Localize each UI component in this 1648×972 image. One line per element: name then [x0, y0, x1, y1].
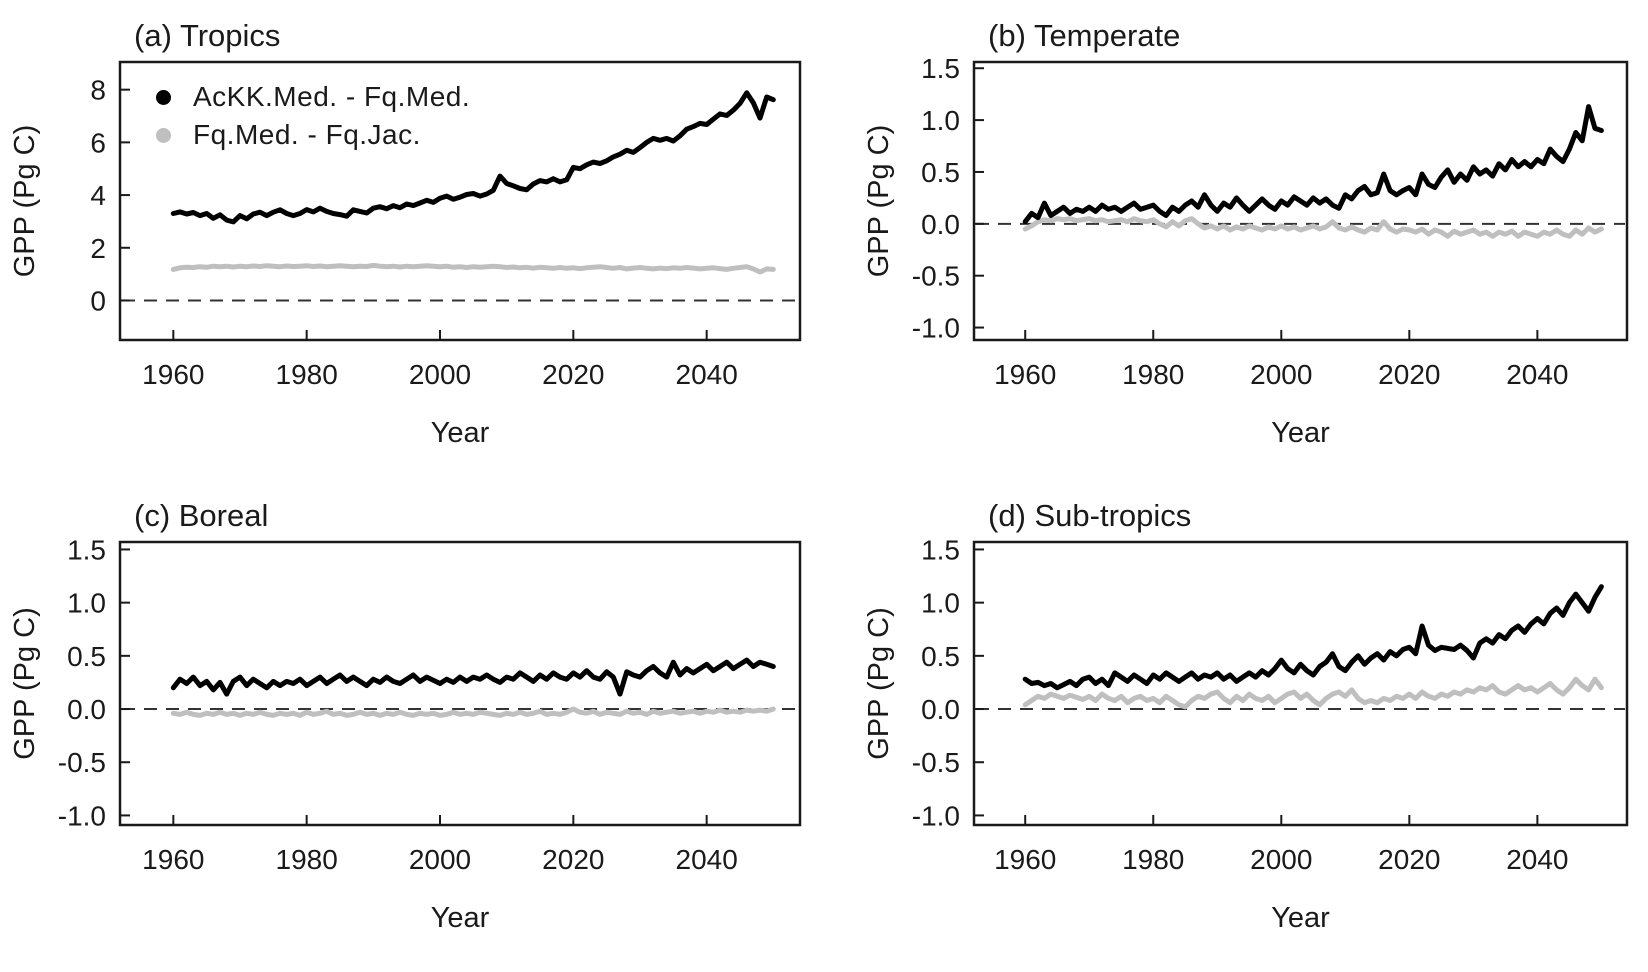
panel-subtropics: -1.0 -0.5 0.0 0.5 1.0 1.5 1960 1980 2000 2020 2040…	[824, 486, 1648, 972]
panel-tropics: 0 2 4 6 8 1960 1980 2000 2020 2040 (a) Tropics GPP …	[0, 0, 824, 486]
plot-area-boreal: -1.0 -0.5 0.0 0.5 1.0 1.5 1960 1980 2000 2020 2040…	[9, 498, 802, 934]
legend-item-black: AcKK.Med. - Fq.Med.	[156, 78, 470, 116]
series-line-a-gray	[170, 262, 776, 275]
x-tick-label-b: 2000	[1250, 359, 1312, 390]
legend-dot-black-icon	[156, 89, 171, 105]
legend: AcKK.Med. - Fq.Med. Fq.Med. - Fq.Jac.	[156, 78, 470, 154]
plot-border-b	[972, 60, 1629, 342]
y-tick-label-d: 0.0	[921, 694, 960, 725]
y-tick-label-b: -0.5	[912, 261, 960, 292]
y-tick-label-b: 0.0	[921, 209, 960, 240]
x-axis-label-d: Year	[1271, 902, 1330, 934]
plot-area-temperate: -1.0 -0.5 0.0 0.5 1.0 1.5 1960 1980 2000 2020 2040…	[863, 18, 1629, 449]
series-line-d-black	[1022, 584, 1604, 691]
x-tick-label-a: 2020	[542, 359, 604, 390]
series-line-c-black	[170, 657, 776, 697]
x-tick-label-c: 1980	[276, 844, 338, 875]
x-tick-label-a: 2040	[676, 359, 738, 390]
y-axis-label-d: GPP (Pg C)	[863, 607, 895, 760]
panel-title-d: (d) Sub-tropics	[988, 498, 1191, 533]
panel-temperate: -1.0 -0.5 0.0 0.5 1.0 1.5 1960 1980 2000 2020 2040…	[824, 0, 1648, 486]
x-tick-label-c: 2020	[542, 844, 604, 875]
x-tick-label-c: 2040	[676, 844, 738, 875]
plot-border-a	[118, 60, 802, 342]
panel-title-c: (c) Boreal	[134, 498, 268, 533]
x-tick-label-b: 2020	[1378, 359, 1440, 390]
x-axis-label-c: Year	[431, 902, 490, 934]
y-tick-label-b: 1.5	[921, 53, 960, 84]
y-axis-label-b: GPP (Pg C)	[863, 125, 895, 278]
plot-border-c	[118, 540, 802, 827]
series-line-d-gray	[1022, 676, 1604, 710]
y-tick-label-d: 0.5	[921, 641, 960, 672]
y-tick-label-c: 0.0	[67, 694, 106, 725]
series-line-b-gray	[1022, 216, 1604, 239]
y-tick-label-d: -1.0	[912, 800, 960, 831]
x-tick-label-d: 1960	[994, 844, 1056, 875]
legend-item-gray: Fq.Med. - Fq.Jac.	[156, 116, 470, 154]
x-tick-label-b: 2040	[1506, 359, 1568, 390]
panel-title-a: (a) Tropics	[134, 18, 280, 53]
legend-label-gray: Fq.Med. - Fq.Jac.	[193, 119, 421, 150]
plot-area-subtropics: -1.0 -0.5 0.0 0.5 1.0 1.5 1960 1980 2000 2020 2040…	[863, 498, 1629, 934]
series-line-c-gray	[170, 706, 776, 718]
y-tick-label-a: 8	[90, 75, 106, 106]
panel-title-b: (b) Temperate	[988, 18, 1180, 53]
x-tick-label-b: 1960	[994, 359, 1056, 390]
x-tick-label-b: 1980	[1122, 359, 1184, 390]
legend-label-black: AcKK.Med. - Fq.Med.	[193, 81, 471, 112]
y-tick-label-b: -1.0	[912, 313, 960, 344]
series-line-a-black	[170, 90, 776, 225]
panel-boreal: -1.0 -0.5 0.0 0.5 1.0 1.5 1960 1980 2000 2020 2040…	[0, 486, 824, 972]
y-tick-label-d: 1.0	[921, 588, 960, 619]
x-tick-label-d: 2020	[1378, 844, 1440, 875]
x-tick-label-d: 2040	[1506, 844, 1568, 875]
y-tick-label-b: 1.0	[921, 105, 960, 136]
x-tick-label-d: 2000	[1250, 844, 1312, 875]
y-tick-label-a: 2	[90, 233, 106, 264]
y-tick-label-a: 6	[90, 127, 106, 158]
x-tick-label-c: 1960	[142, 844, 204, 875]
y-tick-label-c: 1.0	[67, 588, 106, 619]
x-tick-label-c: 2000	[409, 844, 471, 875]
y-tick-label-c: -0.5	[58, 747, 106, 778]
plot-area-tropics: 0 2 4 6 8 1960 1980 2000 2020 2040 (a) Tropics GPP …	[9, 18, 802, 449]
legend-dot-gray-icon	[156, 127, 171, 143]
y-tick-label-c: -1.0	[58, 800, 106, 831]
y-tick-label-d: 1.5	[921, 534, 960, 565]
y-tick-label-c: 1.5	[67, 534, 106, 565]
y-axis-label-c: GPP (Pg C)	[9, 607, 41, 760]
x-tick-label-a: 1980	[276, 359, 338, 390]
y-tick-label-d: -0.5	[912, 747, 960, 778]
series-line-b-black	[1022, 104, 1604, 225]
x-tick-label-d: 1980	[1122, 844, 1184, 875]
x-tick-label-a: 2000	[409, 359, 471, 390]
y-tick-label-b: 0.5	[921, 157, 960, 188]
x-axis-label-a: Year	[431, 417, 490, 449]
x-axis-label-b: Year	[1271, 417, 1330, 449]
x-tick-label-a: 1960	[142, 359, 204, 390]
y-tick-label-c: 0.5	[67, 641, 106, 672]
y-tick-label-a: 0	[90, 285, 106, 316]
plot-border-d	[972, 540, 1629, 827]
y-tick-label-a: 4	[90, 180, 106, 211]
y-axis-label-a: GPP (Pg C)	[9, 125, 41, 278]
